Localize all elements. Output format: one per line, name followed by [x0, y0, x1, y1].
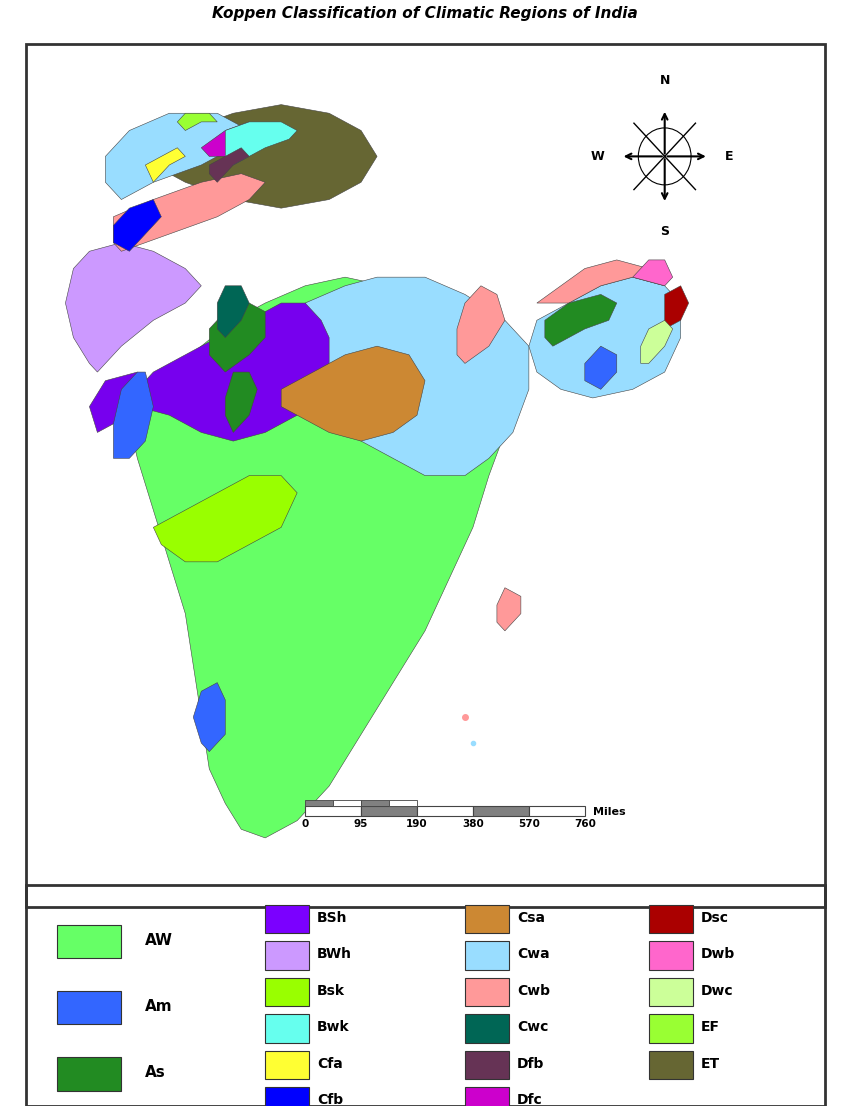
Bar	[465, 941, 509, 970]
Bar	[417, 806, 473, 816]
Bar	[361, 800, 389, 806]
Polygon shape	[218, 285, 249, 337]
Bar	[265, 905, 309, 933]
Text: 0: 0	[302, 818, 309, 828]
Bar	[265, 1014, 309, 1043]
Text: Cwb: Cwb	[517, 984, 550, 998]
Polygon shape	[457, 285, 505, 364]
Polygon shape	[545, 294, 617, 346]
Bar	[649, 1051, 693, 1079]
Text: 570: 570	[518, 818, 540, 828]
Text: Cfa: Cfa	[317, 1057, 343, 1071]
Polygon shape	[585, 346, 617, 389]
Bar	[465, 978, 509, 1006]
Text: Dfc: Dfc	[517, 1094, 542, 1106]
Text: Dfb: Dfb	[517, 1057, 544, 1071]
Text: Koppen Classification of Climatic Regions of India: Koppen Classification of Climatic Region…	[212, 6, 638, 21]
Bar	[305, 806, 361, 816]
Bar	[265, 978, 309, 1006]
Text: As: As	[145, 1065, 166, 1081]
Bar	[265, 1051, 309, 1079]
Polygon shape	[153, 476, 298, 562]
Polygon shape	[225, 122, 298, 165]
Bar	[265, 941, 309, 970]
Bar	[389, 800, 417, 806]
Polygon shape	[665, 285, 689, 328]
Polygon shape	[138, 105, 377, 208]
Bar	[465, 905, 509, 933]
Polygon shape	[305, 278, 529, 476]
Polygon shape	[89, 372, 145, 432]
Bar	[473, 806, 529, 816]
Bar	[529, 806, 585, 816]
Text: 760: 760	[574, 818, 596, 828]
Text: Dwc: Dwc	[700, 984, 734, 998]
Polygon shape	[113, 199, 162, 251]
Polygon shape	[105, 303, 329, 441]
Polygon shape	[145, 148, 185, 182]
Text: E: E	[724, 150, 733, 163]
Bar	[58, 991, 122, 1024]
Bar	[649, 1014, 693, 1043]
Bar	[649, 941, 693, 970]
Bar	[333, 800, 361, 806]
Text: Cfb: Cfb	[317, 1094, 343, 1106]
Polygon shape	[65, 242, 201, 372]
Text: BWh: BWh	[317, 948, 352, 961]
Text: S: S	[660, 226, 669, 239]
Text: Am: Am	[145, 999, 173, 1014]
Text: Cwc: Cwc	[517, 1021, 548, 1034]
Text: Miles: Miles	[592, 807, 626, 817]
Polygon shape	[193, 682, 225, 752]
Text: ET: ET	[700, 1057, 720, 1071]
Bar	[265, 1087, 309, 1106]
Text: Dwb: Dwb	[700, 948, 735, 961]
Text: 190: 190	[406, 818, 428, 828]
Polygon shape	[113, 372, 153, 458]
Text: Cwa: Cwa	[517, 948, 549, 961]
Bar	[649, 905, 693, 933]
Polygon shape	[529, 278, 681, 398]
Bar	[465, 1014, 509, 1043]
Text: N: N	[660, 74, 670, 87]
Polygon shape	[129, 278, 505, 838]
Bar	[465, 1051, 509, 1079]
Polygon shape	[209, 303, 265, 372]
Bar	[58, 925, 122, 958]
Polygon shape	[225, 372, 258, 432]
Polygon shape	[178, 113, 218, 131]
Polygon shape	[497, 587, 521, 630]
Text: EF: EF	[700, 1021, 720, 1034]
Text: Csa: Csa	[517, 911, 545, 925]
Bar	[305, 800, 333, 806]
Bar	[361, 806, 417, 816]
Text: BSh: BSh	[317, 911, 348, 925]
Text: Dsc: Dsc	[700, 911, 728, 925]
Polygon shape	[201, 122, 265, 156]
Polygon shape	[105, 113, 249, 199]
Text: 380: 380	[462, 818, 484, 828]
Bar	[465, 1087, 509, 1106]
Text: AW: AW	[145, 932, 173, 948]
Text: Bsk: Bsk	[317, 984, 345, 998]
Polygon shape	[209, 148, 249, 182]
Bar	[58, 1057, 122, 1091]
Polygon shape	[281, 346, 425, 441]
Text: 95: 95	[354, 818, 368, 828]
Text: W: W	[591, 150, 604, 163]
Polygon shape	[113, 174, 265, 251]
Polygon shape	[632, 260, 672, 285]
Polygon shape	[641, 321, 672, 364]
Bar	[649, 978, 693, 1006]
Text: Bwk: Bwk	[317, 1021, 349, 1034]
Polygon shape	[537, 260, 665, 303]
